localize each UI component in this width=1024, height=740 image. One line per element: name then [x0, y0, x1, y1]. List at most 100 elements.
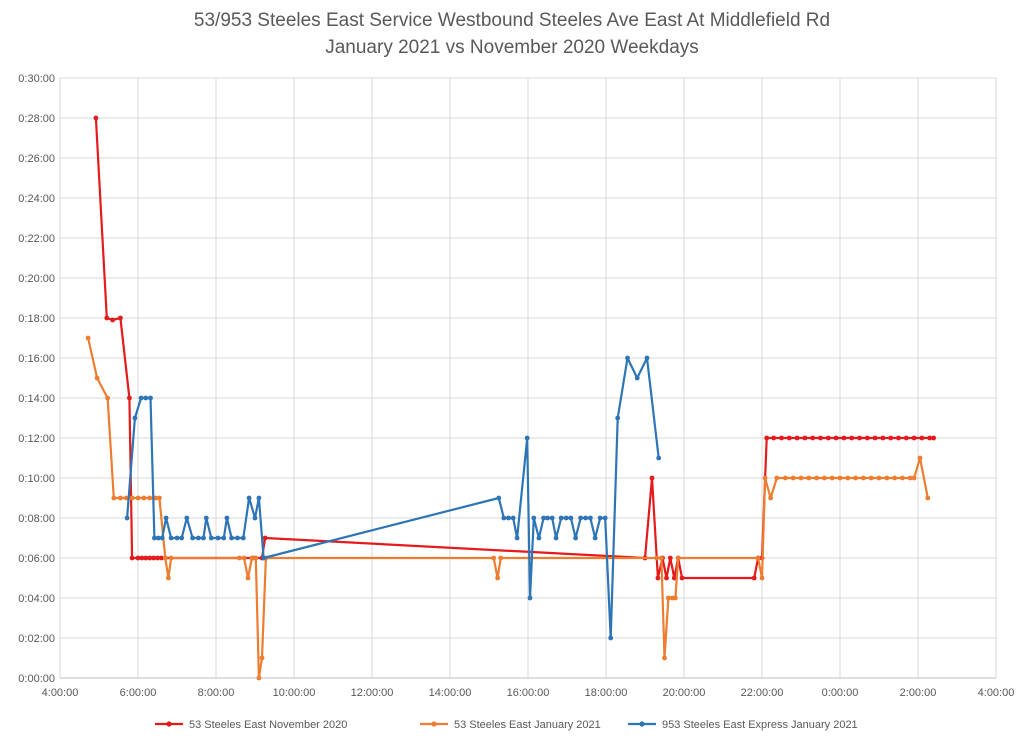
data-point: [135, 495, 141, 501]
data-point: [573, 535, 578, 541]
data-point: [762, 475, 768, 481]
data-point: [168, 555, 174, 561]
data-point: [802, 435, 808, 441]
data-point: [880, 435, 886, 441]
series-line: [126, 356, 660, 640]
data-point: [931, 435, 936, 441]
x-tick-label: 12:00:00: [351, 687, 394, 699]
series-2: [124, 355, 662, 641]
data-point: [845, 475, 851, 481]
data-point: [491, 555, 497, 561]
data-point: [578, 515, 583, 521]
data-point: [155, 535, 161, 541]
data-point: [157, 495, 162, 501]
data-point: [138, 395, 144, 401]
data-point: [541, 515, 546, 521]
data-point: [888, 435, 894, 441]
data-point: [903, 435, 909, 441]
data-point: [615, 415, 621, 421]
y-tick-label: 0:00:00: [18, 673, 55, 685]
data-point: [911, 475, 917, 481]
data-point: [215, 535, 221, 541]
data-point: [496, 495, 502, 501]
data-point: [822, 475, 827, 481]
legend-marker: [639, 721, 645, 727]
x-tick-label: 16:00:00: [507, 687, 550, 699]
data-point: [900, 475, 905, 481]
data-point: [163, 515, 169, 521]
data-point: [135, 555, 141, 561]
data-point: [825, 435, 831, 441]
data-point: [256, 495, 262, 501]
data-point: [751, 575, 757, 581]
data-point: [837, 475, 843, 481]
x-tick-label: 4:00:00: [978, 687, 1015, 699]
data-point: [779, 435, 784, 441]
data-point: [159, 555, 164, 561]
data-point: [129, 495, 135, 501]
data-point: [602, 515, 608, 521]
data-point: [105, 395, 110, 401]
data-point: [911, 435, 917, 441]
data-point: [93, 115, 99, 121]
data-point: [786, 435, 792, 441]
data-point: [245, 575, 251, 581]
data-point: [872, 435, 878, 441]
data-point: [190, 535, 196, 541]
data-point: [501, 515, 507, 521]
y-tick-label: 0:20:00: [18, 273, 55, 285]
series-line: [87, 337, 929, 680]
data-point: [110, 317, 115, 323]
chart-title: 53/953 Steeles East Service Westbound St…: [193, 10, 831, 31]
data-point: [553, 535, 559, 541]
data-point: [143, 555, 149, 561]
data-point: [249, 555, 255, 561]
data-point: [896, 435, 901, 441]
x-tick-label: 2:00:00: [900, 687, 937, 699]
series-line: [94, 117, 934, 580]
data-point: [588, 515, 593, 521]
data-point: [814, 475, 819, 481]
data-point: [794, 435, 800, 441]
data-point: [221, 535, 227, 541]
data-point: [558, 515, 564, 521]
x-tick-label: 10:00:00: [273, 687, 316, 699]
data-point: [849, 435, 855, 441]
data-point: [229, 535, 235, 541]
x-tick-label: 6:00:00: [120, 687, 157, 699]
data-point: [162, 555, 168, 561]
data-point: [625, 355, 630, 361]
x-tick-label: 8:00:00: [198, 687, 235, 699]
legend-marker: [166, 721, 172, 727]
data-point: [655, 575, 661, 581]
x-tick-label: 0:00:00: [822, 687, 859, 699]
data-point: [536, 535, 542, 541]
data-point: [184, 515, 190, 521]
data-point: [583, 515, 589, 521]
data-point: [151, 555, 157, 561]
y-tick-label: 0:10:00: [18, 473, 55, 485]
data-point: [654, 555, 660, 561]
data-point: [506, 515, 511, 521]
legend-label: 53 Steeles East January 2021: [454, 719, 601, 731]
data-point: [104, 315, 110, 321]
data-point: [919, 435, 925, 441]
data-point: [673, 595, 678, 601]
data-point: [810, 435, 816, 441]
data-point: [94, 375, 100, 381]
series-0: [93, 115, 936, 581]
data-point: [141, 495, 147, 501]
y-tick-label: 0:30:00: [18, 73, 55, 85]
data-point: [634, 375, 640, 381]
data-point: [608, 635, 614, 641]
data-point: [148, 395, 153, 401]
data-point: [806, 475, 812, 481]
data-point: [771, 435, 777, 441]
data-point: [531, 515, 537, 521]
data-point: [118, 315, 123, 321]
y-tick-label: 0:24:00: [18, 193, 55, 205]
data-point: [798, 475, 804, 481]
x-tick-label: 14:00:00: [429, 687, 472, 699]
